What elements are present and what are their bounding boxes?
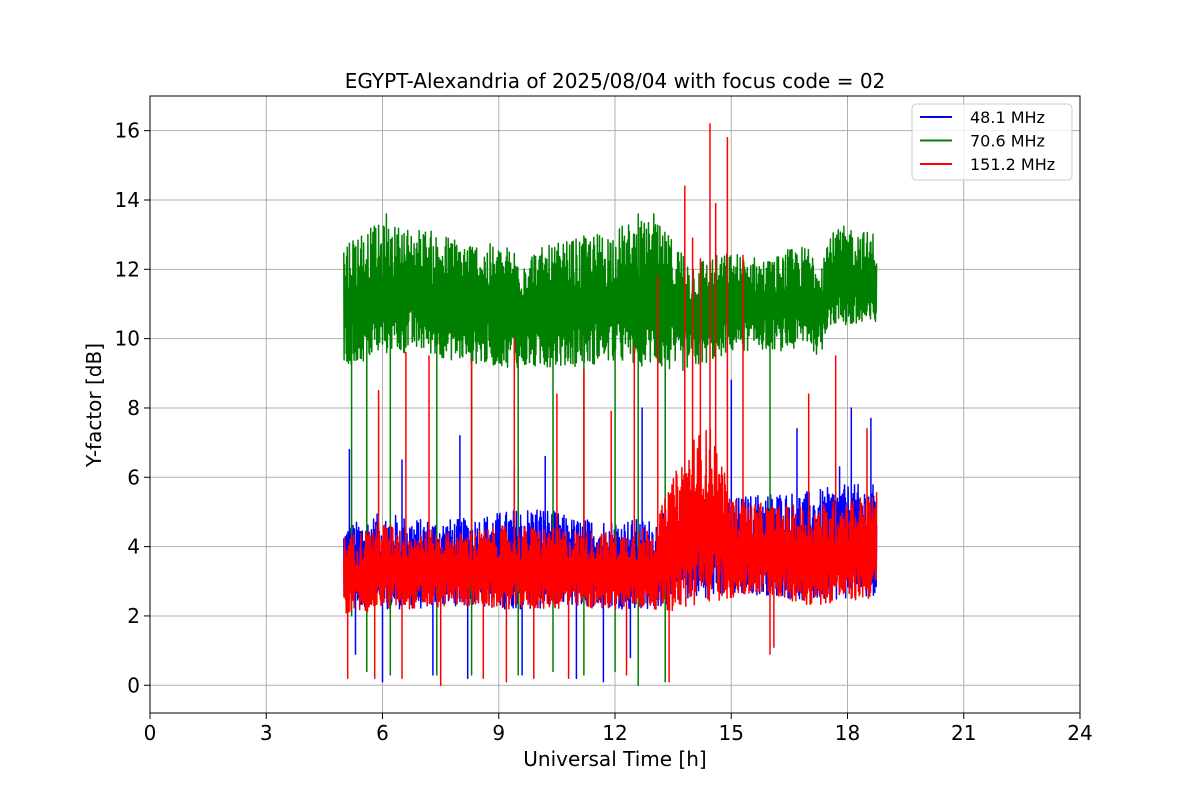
legend-label: 70.6 MHz (970, 132, 1045, 151)
y-tick-label: 8 (127, 396, 140, 420)
chart-title: EGYPT-Alexandria of 2025/08/04 with focu… (345, 69, 886, 93)
x-tick-label: 12 (602, 721, 627, 745)
legend-label: 151.2 MHz (970, 155, 1055, 174)
legend-label: 48.1 MHz (970, 108, 1045, 127)
x-tick-label: 6 (376, 721, 389, 745)
x-tick-label: 0 (144, 721, 157, 745)
legend-box (911, 103, 1073, 181)
series-layer (343, 122, 878, 687)
y-tick-label: 10 (115, 327, 140, 351)
series-line-2 (343, 213, 878, 687)
y-tick-label: 6 (127, 465, 140, 489)
y-tick-label: 2 (127, 604, 140, 628)
series-line-3 (343, 122, 878, 687)
x-tick-label: 21 (951, 721, 976, 745)
y-tick-label: 12 (115, 257, 140, 281)
y-tick-label: 4 (127, 535, 140, 559)
y-tick-label: 16 (115, 119, 140, 143)
x-tick-label: 24 (1067, 721, 1092, 745)
y-tick-label: 0 (127, 673, 140, 697)
x-tick-label: 9 (492, 721, 505, 745)
x-tick-label: 3 (260, 721, 273, 745)
legend: 48.1 MHz 70.6 MHz 151.2 MHz (911, 103, 1073, 181)
x-axis-label: Universal Time [h] (523, 747, 706, 771)
y-axis-label: Y-factor [dB] (82, 343, 106, 468)
x-tick-label: 18 (835, 721, 860, 745)
y-tick-label: 14 (115, 188, 140, 212)
x-tick-label: 15 (719, 721, 744, 745)
